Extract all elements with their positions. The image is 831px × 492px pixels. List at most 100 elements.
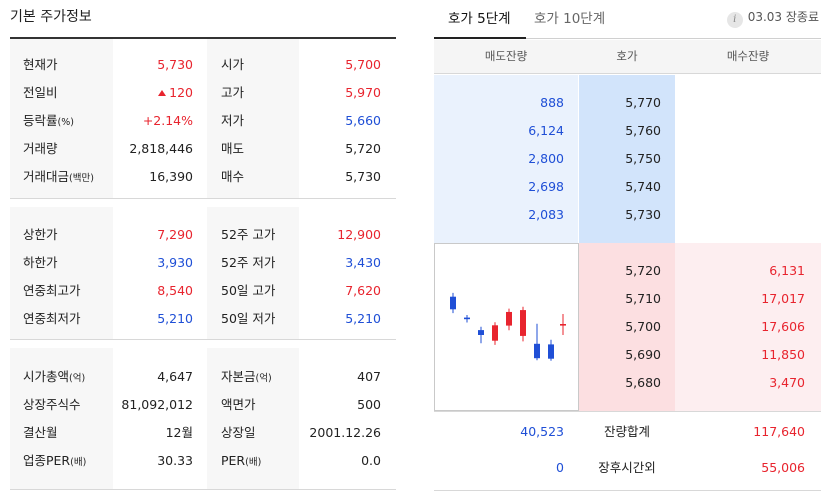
info-row: 등락률(%) +2.14% 저가 5,660 — [10, 107, 396, 135]
field-label: 상장주식수 — [23, 391, 81, 421]
field-value-text: 12월 — [165, 425, 193, 440]
field-label-text: 상장주식수 — [23, 397, 81, 412]
field-label-unit: (%) — [57, 117, 74, 128]
candle-body — [478, 330, 484, 335]
ask-volume: 6,124 — [528, 123, 564, 138]
tab-5-levels[interactable]: 호가 5단계 — [448, 11, 511, 27]
field-value: 0.0 — [361, 453, 381, 468]
field-label: 매도 — [221, 135, 244, 165]
field-label-text: 상장일 — [221, 425, 256, 440]
candle-body — [506, 311, 512, 326]
field-label-text: 시가총액 — [23, 369, 70, 384]
field-value: 5,210 — [345, 311, 381, 326]
info-row: 업종PER(배) 30.33 PER(배) 0.0 — [10, 447, 396, 475]
field-value-text: 120 — [169, 85, 193, 100]
ask-volume: 2,698 — [528, 179, 564, 194]
field-label: 고가 — [221, 79, 244, 109]
bid-price[interactable]: 5,690 — [625, 347, 661, 362]
field-label: 등락률(%) — [23, 107, 74, 137]
info-icon[interactable]: i — [726, 12, 743, 28]
field-label-text: 등락률 — [23, 113, 58, 128]
header-ask-volume: 매도잔량 — [484, 49, 528, 63]
field-label-text: 매수 — [221, 169, 245, 184]
ask-volume: 2,800 — [528, 151, 564, 166]
ask-price[interactable]: 5,730 — [625, 207, 661, 222]
ask-price[interactable]: 5,740 — [625, 179, 661, 194]
field-value: 8,540 — [157, 277, 193, 305]
header-bid-volume: 매수잔량 — [726, 49, 770, 63]
section-divider — [10, 489, 396, 490]
field-value: 81,092,012 — [121, 391, 193, 419]
field-label-text: 자본금 — [221, 369, 256, 384]
field-value-text: 30.33 — [157, 453, 193, 468]
total-label: 잔량합계 — [603, 424, 650, 439]
info-row: 거래량 2,818,446 매도 5,720 — [10, 135, 396, 163]
field-value-text: 4,647 — [157, 369, 193, 384]
arrow-up-icon — [158, 90, 167, 96]
info-row: 상한가 7,290 52주 고가 12,900 — [10, 221, 396, 249]
field-label: 시가 — [221, 51, 244, 81]
bid-volume: 17,017 — [761, 291, 805, 306]
field-label-unit: (백만) — [69, 173, 94, 184]
field-label: 저가 — [221, 107, 244, 137]
info-row: 연중최고가 8,540 50일 고가 7,620 — [10, 277, 396, 305]
bid-volume: 6,131 — [769, 263, 805, 278]
field-value: 5,700 — [345, 57, 381, 72]
field-label-text: 저가 — [221, 113, 245, 128]
candle-body — [464, 317, 470, 320]
field-value-text: 81,092,012 — [121, 397, 193, 412]
bid-price-area — [579, 243, 675, 411]
company-section: 시가총액(억) 4,647 자본금(억) 407 상장주식수 81,092,012 액면가 5… — [10, 348, 396, 490]
after-hours-ask-volume: 0 — [556, 460, 564, 475]
field-value: 7,620 — [345, 283, 381, 298]
field-label-text: 고가 — [221, 85, 245, 100]
field-label: 현재가 — [23, 51, 58, 81]
bid-price[interactable]: 5,710 — [625, 291, 661, 306]
ask-price[interactable]: 5,760 — [625, 123, 661, 138]
field-label: 거래대금(백만) — [23, 163, 94, 193]
field-label-text: 업종PER — [23, 453, 71, 468]
field-value-text: 8,540 — [157, 283, 193, 298]
field-label-unit: (억) — [255, 373, 272, 384]
bid-price[interactable]: 5,720 — [625, 263, 661, 278]
field-label-text: 연중최고가 — [23, 283, 81, 298]
field-label-text: 52주 고가 — [221, 227, 276, 242]
field-label: 50일 고가 — [221, 277, 275, 307]
candle-body — [548, 344, 554, 359]
active-tab-indicator — [434, 37, 526, 39]
ask-price[interactable]: 5,750 — [625, 151, 661, 166]
bid-volume-area — [675, 243, 821, 411]
field-value: 5,210 — [157, 305, 193, 333]
field-value-text: 16,390 — [149, 169, 193, 184]
section-divider — [10, 339, 396, 340]
field-label-text: 매도 — [221, 141, 245, 156]
market-status-text: 03.03 장종료 — [747, 10, 819, 24]
bid-price[interactable]: 5,700 — [625, 319, 661, 334]
field-label-text: 거래량 — [23, 141, 58, 156]
candle-body — [560, 324, 566, 326]
info-row: 거래대금(백만) 16,390 매수 5,730 — [10, 163, 396, 191]
field-label-unit: (억) — [69, 373, 86, 384]
field-value: 3,930 — [157, 249, 193, 277]
header-price: 호가 — [616, 49, 638, 63]
field-label: 매수 — [221, 163, 244, 193]
field-value-text: 2,818,446 — [129, 141, 193, 156]
field-label-text: 현재가 — [23, 57, 58, 72]
bid-price[interactable]: 5,680 — [625, 375, 661, 390]
field-value-text: 7,290 — [157, 227, 193, 242]
info-row: 연중최저가 5,210 50일 저가 5,210 — [10, 305, 396, 333]
field-label: 상한가 — [23, 221, 58, 251]
candle-body — [520, 310, 526, 336]
orderbook-header: 매도잔량 호가 매수잔량 — [434, 40, 821, 74]
field-label-text: 연중최저가 — [23, 311, 81, 326]
field-label-text: 거래대금 — [23, 169, 70, 184]
field-value: 4,647 — [157, 363, 193, 391]
field-label-unit: (배) — [245, 457, 262, 468]
field-value: 2001.12.26 — [309, 425, 381, 440]
field-value: 5,660 — [345, 113, 381, 128]
field-value-text: 5,730 — [157, 57, 193, 72]
range-section: 상한가 7,290 52주 고가 12,900 하한가 3,930 52주 저가 3,430 연… — [10, 207, 396, 340]
ask-price[interactable]: 5,770 — [625, 95, 661, 110]
field-value-text: 3,930 — [157, 255, 193, 270]
tab-10-levels[interactable]: 호가 10단계 — [534, 11, 606, 27]
